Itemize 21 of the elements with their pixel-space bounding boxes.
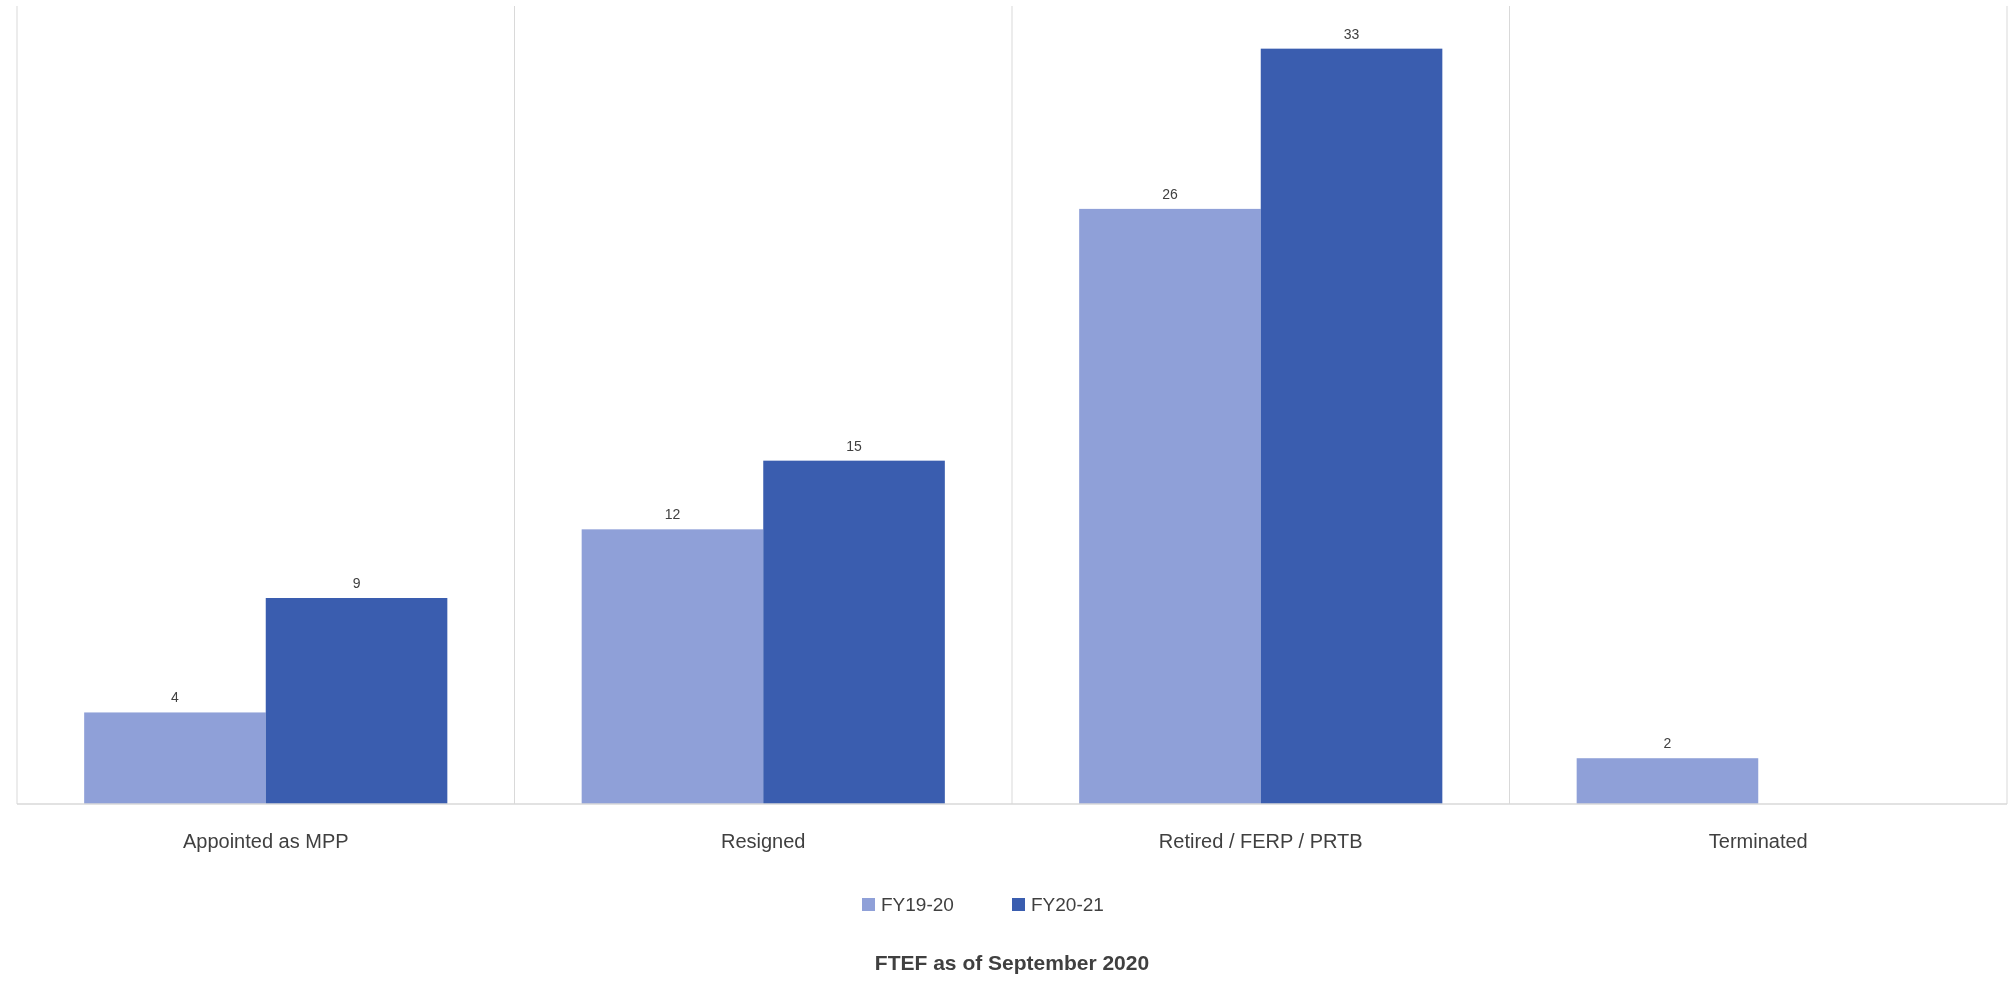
x-tick-label: Appointed as MPP xyxy=(182,830,349,852)
data-label: 9 xyxy=(352,575,361,591)
data-label: 4 xyxy=(171,689,180,706)
bar xyxy=(1260,48,1443,804)
legend-label: FY20-21 xyxy=(1031,894,1104,915)
bar xyxy=(265,598,448,804)
bar xyxy=(581,529,764,804)
legend-label: FY19-20 xyxy=(881,894,954,915)
data-label: 2 xyxy=(1663,735,1672,752)
data-label: 15 xyxy=(846,437,863,454)
data-label: 33 xyxy=(1343,25,1360,42)
bar xyxy=(1576,758,1759,804)
x-tick-label: Retired / FERP / PRTB xyxy=(1158,830,1363,852)
bar xyxy=(1079,208,1261,804)
bar xyxy=(84,712,266,804)
x-tick-label: Resigned xyxy=(720,830,806,852)
x-tick-label: Terminated xyxy=(1708,830,1808,852)
data-label: 12 xyxy=(664,506,681,523)
data-label: 26 xyxy=(1162,185,1178,202)
text: FTEF as of September 2020 xyxy=(874,951,1150,974)
bar xyxy=(763,460,945,804)
